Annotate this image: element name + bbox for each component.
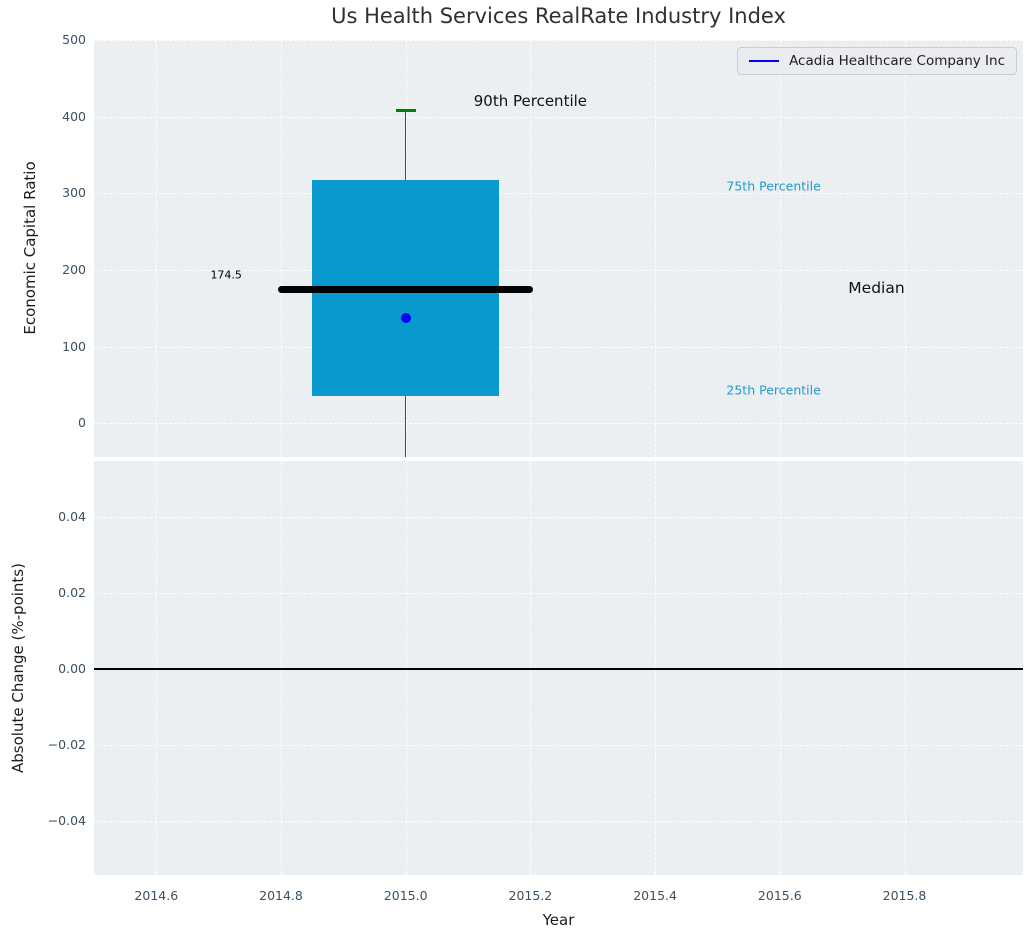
gridline-vertical — [655, 461, 657, 875]
gridline-vertical — [281, 461, 282, 875]
y-tick-label: 300 — [62, 185, 86, 201]
y-tick-label: 0 — [78, 415, 86, 431]
x-tick-label: 2014.6 — [134, 888, 179, 903]
y-tick-label: −0.02 — [47, 736, 86, 752]
gridline-horizontal — [94, 593, 1023, 595]
y-tick-label: 0.04 — [58, 509, 86, 525]
bottom-axes-absolute-change — [94, 461, 1023, 875]
annotation-75th-percentile: 75th Percentile — [726, 178, 821, 194]
whisker-cap-90th — [395, 109, 416, 112]
gridline-horizontal — [94, 423, 1023, 425]
y-tick-label: 0.00 — [58, 660, 86, 676]
x-tick-label: 2014.8 — [259, 888, 303, 903]
gridline-vertical — [779, 461, 781, 875]
y-tick-label: 500 — [62, 32, 86, 47]
gridline-vertical — [530, 461, 532, 875]
median-line — [277, 286, 534, 294]
gridline-vertical — [281, 40, 282, 457]
annotation-174-5: 174.5 — [210, 268, 242, 282]
gridline-vertical — [904, 461, 906, 875]
y-tick-label: 100 — [62, 338, 86, 354]
annotation-median: Median — [848, 279, 905, 298]
gridline-horizontal — [94, 116, 1023, 118]
y-tick-label: 200 — [62, 262, 86, 277]
gridline-vertical — [156, 40, 158, 457]
x-tick-label: 2015.4 — [633, 888, 677, 903]
y-tick-label: 0.02 — [58, 585, 86, 601]
y-tick-label: −0.04 — [47, 812, 86, 828]
chart-title: Us Health Services RealRate Industry Ind… — [331, 4, 786, 28]
zero-line — [94, 668, 1023, 670]
gridline-vertical — [655, 40, 657, 457]
gridline-vertical — [405, 461, 407, 875]
gridline-horizontal — [94, 346, 1023, 348]
gridline-horizontal — [94, 270, 1023, 271]
gridline-vertical — [156, 461, 158, 875]
top-axes-economic-capital-ratio: Acadia Healthcare Company Inc 174.5 90th … — [94, 40, 1023, 457]
gridline-vertical — [779, 40, 781, 457]
legend: Acadia Healthcare Company Inc — [737, 47, 1017, 75]
gridline-horizontal — [94, 40, 1023, 41]
x-axis-label: Year — [542, 911, 575, 929]
gridline-horizontal — [94, 744, 1023, 746]
legend-line-swatch — [749, 60, 780, 62]
gridline-vertical — [530, 40, 532, 457]
y-tick-label: 400 — [62, 108, 86, 124]
x-tick-label: 2015.8 — [882, 888, 927, 903]
annotation-25th-percentile: 25th Percentile — [726, 382, 821, 398]
legend-label: Acadia Healthcare Company Inc — [789, 53, 1005, 69]
gridline-vertical — [904, 40, 906, 457]
gridline-horizontal — [94, 193, 1023, 195]
x-tick-label: 2015.6 — [757, 888, 802, 903]
annotation-90th-percentile: 90th Percentile — [473, 91, 588, 110]
company-data-point — [400, 312, 411, 323]
gridline-horizontal — [94, 517, 1023, 519]
gridline-horizontal — [94, 820, 1023, 822]
x-tick-label: 2015.2 — [508, 888, 553, 903]
x-tick-label: 2015.0 — [383, 888, 428, 903]
